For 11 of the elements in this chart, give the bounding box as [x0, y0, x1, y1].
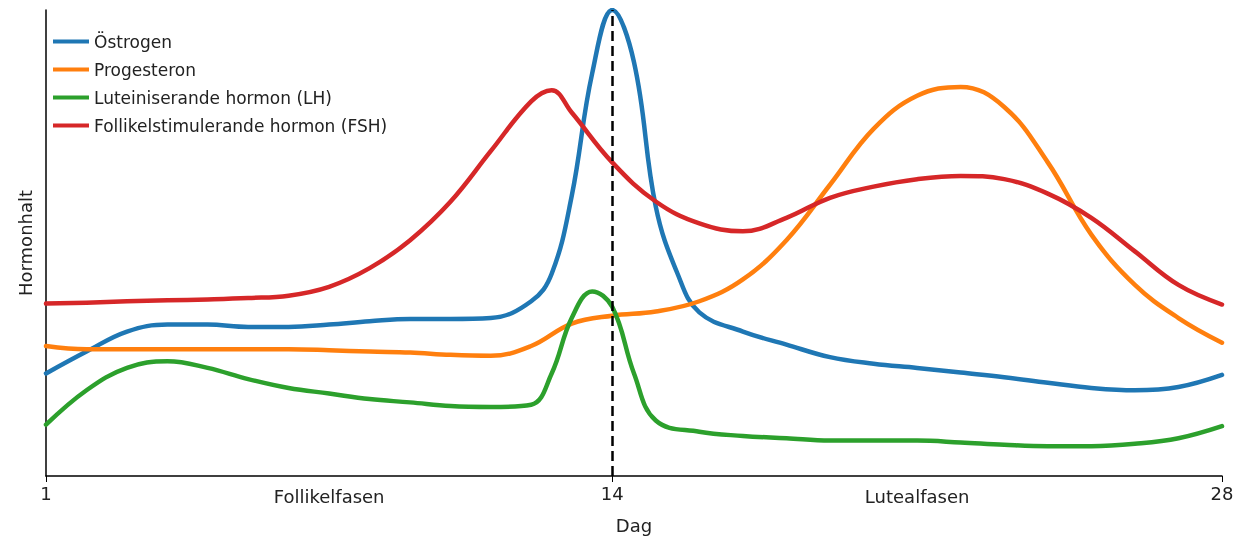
x-tick-label: 1 — [40, 482, 52, 504]
text: Lutealfasen — [864, 485, 970, 507]
x-axis-title: Dag — [615, 514, 653, 536]
legend-label: Progesteron — [94, 59, 196, 80]
y-axis-title: Hormonhalt — [14, 189, 36, 297]
text: Follikelfasen — [273, 485, 385, 507]
legend-label: Follikelstimulerande hormon (FSH) — [94, 115, 388, 136]
legend-label: Luteiniserande hormon (LH) — [94, 87, 332, 108]
legend-label: Östrogen — [94, 30, 172, 52]
x-tick-label: 14 — [600, 482, 624, 504]
x-tick-label: 28 — [1210, 482, 1234, 504]
